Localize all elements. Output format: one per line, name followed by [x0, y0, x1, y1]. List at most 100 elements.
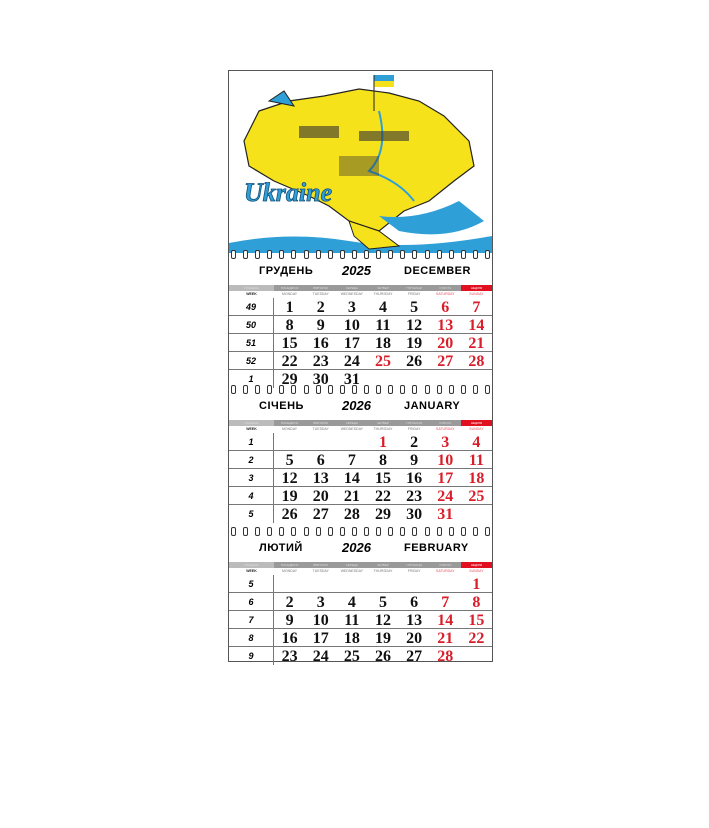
- weekday-en: WEEK: [246, 569, 257, 573]
- month-title: СІЧЕНЬ 2026 JANUARY: [229, 398, 492, 414]
- day-cell: 22: [468, 630, 485, 647]
- binding-ring: [303, 250, 309, 259]
- wall-calendar: Ukraine ГРУДЕНЬ 2025 DECEMBER ТИЖДЕНЬ ПОНЕДІ…: [228, 70, 493, 665]
- binding-ring: [243, 250, 249, 259]
- day-grid: 49 1 2 3 4 5 6 7 50 8 9 10 11 12 13 14 51 15 16 17 18 19 20 21 5…: [229, 298, 492, 388]
- weekday-en: WEEK: [246, 292, 257, 296]
- week-number: 50: [229, 316, 274, 333]
- binding-ring: [339, 385, 345, 394]
- month-title: ГРУДЕНЬ 2025 DECEMBER: [229, 263, 492, 279]
- day-cell: [305, 575, 336, 592]
- weekday-ua: СЕРЕДА: [345, 421, 358, 425]
- week-number: 49: [229, 298, 274, 315]
- day-cell: 9: [285, 612, 294, 629]
- binding-ring: [400, 385, 406, 394]
- week-row: 4 19 20 21 22 23 24 25: [229, 487, 492, 505]
- day-cell: 14: [343, 470, 360, 487]
- day-cell: 22: [281, 353, 298, 370]
- weekday-ua: ЧЕТВЕР: [377, 421, 389, 425]
- day-cell: 3: [347, 299, 356, 316]
- weekday-en: WEDNESDAY: [340, 427, 363, 431]
- binding-ring: [231, 527, 236, 536]
- weekday-ua: СУБОТА: [439, 563, 452, 567]
- week-row: 9 23 24 25 26 27 28: [229, 647, 492, 665]
- week-number: 1: [229, 433, 274, 450]
- day-cell: 4: [472, 434, 481, 451]
- day-cell: 26: [281, 506, 298, 523]
- day-cell: 10: [312, 612, 329, 629]
- weekday-header-en: WEEK MONDAY TUESDAY WEDNESDAY THURSDAY FRIDAY…: [229, 569, 492, 575]
- ukraine-map-artwork: Ukraine: [229, 71, 492, 253]
- day-cell: 4: [347, 594, 356, 611]
- week-number: 7: [229, 611, 274, 628]
- weekday-header-en: WEEK MONDAY TUESDAY WEDNESDAY THURSDAY FRIDAY…: [229, 292, 492, 298]
- day-cell: 23: [406, 488, 423, 505]
- day-cell: 25: [343, 648, 360, 665]
- binding-ring: [243, 385, 249, 394]
- day-cell: [336, 433, 367, 450]
- day-grid: 5 1 6 2 3 4 5 6 7 8 7 9 10 11 12 13 14 15 8 16 17 18 19 20 21 22 9…: [229, 575, 492, 665]
- binding-ring: [364, 527, 370, 536]
- day-cell: 9: [316, 317, 325, 334]
- day-cell: 8: [472, 594, 481, 611]
- week-row: 1 1 2 3 4: [229, 433, 492, 451]
- binding-ring: [351, 385, 357, 394]
- weekday-en: FRIDAY: [407, 292, 421, 296]
- binding-ring: [303, 385, 309, 394]
- binding-ring: [424, 527, 430, 536]
- weekday-ua: ЧЕТВЕР: [377, 563, 389, 567]
- day-cell: 2: [285, 594, 294, 611]
- weekday-ua: ЧЕТВЕР: [377, 286, 389, 290]
- day-cell: [430, 575, 461, 592]
- binding-ring: [484, 527, 490, 536]
- day-cell: 23: [312, 353, 329, 370]
- binding-ring: [255, 385, 261, 394]
- day-cell: 27: [312, 506, 329, 523]
- day-cell: 27: [437, 353, 454, 370]
- weekday-en: TUESDAY: [312, 569, 329, 573]
- weekday-ua: ПОНЕДІЛОК: [280, 563, 299, 567]
- binding-ring: [424, 385, 430, 394]
- month-name-ua: ГРУДЕНЬ: [259, 265, 314, 277]
- day-cell: 3: [316, 594, 325, 611]
- day-cell: 13: [406, 612, 423, 629]
- ukraine-logo-text: Ukraine: [244, 178, 332, 207]
- weekday-ua: СЕРЕДА: [345, 563, 358, 567]
- binding-ring: [388, 250, 394, 259]
- day-cell: 7: [472, 299, 481, 316]
- binding-ring: [231, 250, 236, 259]
- spiral-binding: [229, 385, 492, 395]
- day-cell: 5: [285, 452, 294, 469]
- day-cell: 18: [343, 630, 360, 647]
- day-cell: [274, 433, 305, 450]
- weekday-ua: ТИЖДЕНЬ: [229, 420, 274, 426]
- weekday-ua: ТИЖДЕНЬ: [229, 285, 274, 291]
- day-cell: 8: [378, 452, 387, 469]
- week-row: 50 8 9 10 11 12 13 14: [229, 316, 492, 334]
- binding-ring: [303, 527, 309, 536]
- binding-ring: [376, 385, 382, 394]
- weekday-en: SUNDAY: [469, 569, 484, 573]
- binding-ring: [291, 250, 297, 259]
- year: 2026: [342, 540, 371, 555]
- day-cell: 30: [406, 506, 423, 523]
- weekday-en: SUNDAY: [469, 427, 484, 431]
- day-cell: 20: [312, 488, 329, 505]
- weekday-en: FRIDAY: [407, 569, 421, 573]
- month-name-ua: СІЧЕНЬ: [259, 400, 304, 412]
- weekday-ua: ВІВТОРОК: [313, 563, 329, 567]
- day-cell: [461, 647, 492, 665]
- weekday-en: TUESDAY: [312, 292, 329, 296]
- weekday-header-ua: ТИЖДЕНЬ ПОНЕДІЛОК ВІВТОРОК СЕРЕДА ЧЕТВЕР П'ЯТ…: [229, 562, 492, 568]
- weekday-ua: П'ЯТНИЦЯ: [406, 421, 422, 425]
- day-cell: 31: [343, 371, 360, 388]
- day-cell: 13: [437, 317, 454, 334]
- weekday-ua: ВІВТОРОК: [313, 421, 329, 425]
- weekday-header-en: WEEK MONDAY TUESDAY WEDNESDAY THURSDAY FRIDAY…: [229, 427, 492, 433]
- day-cell: 19: [281, 488, 298, 505]
- day-cell: 11: [344, 612, 360, 629]
- day-cell: [461, 505, 492, 523]
- binding-ring: [327, 527, 333, 536]
- day-cell: 19: [406, 335, 423, 352]
